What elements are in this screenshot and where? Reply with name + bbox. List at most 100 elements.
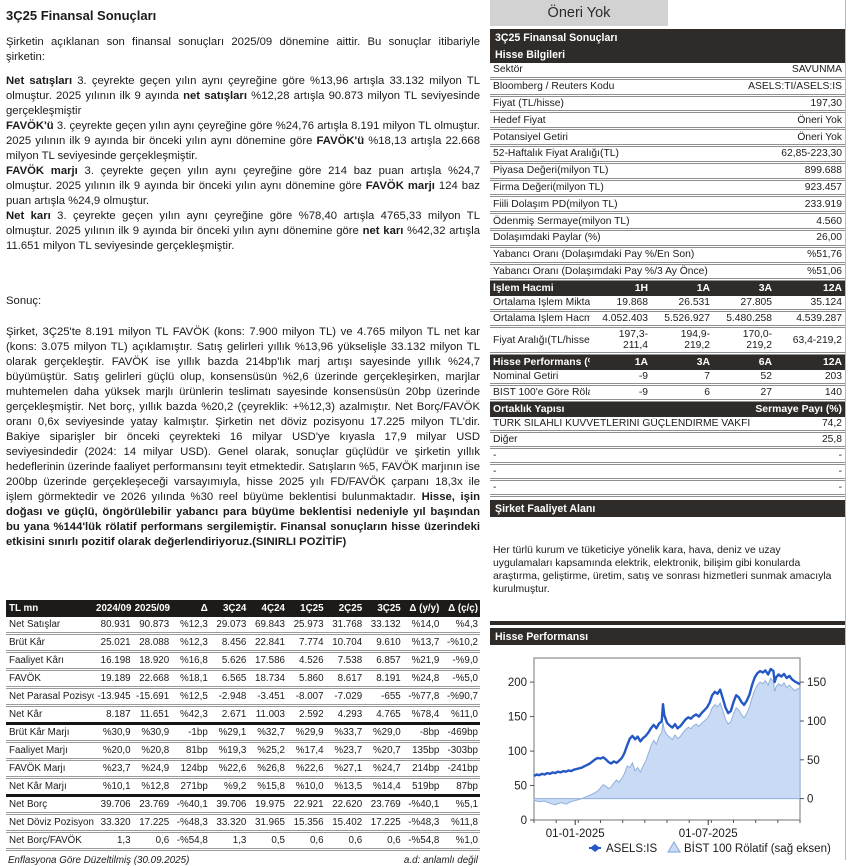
fin-cell: -%40,1 (171, 795, 210, 815)
volume-value: 170,0- 219,2 (742, 329, 772, 352)
stock-info-label: Fiyat (TL/hisse) (493, 97, 564, 109)
fin-table-row: Faaliyet Marjı %20,0 %20,8 81bp %19,3 %25,2 %1… (6, 741, 480, 761)
stock-info-row: Sektör SAVUNMA (490, 63, 845, 80)
fin-cell: 4.765 (364, 705, 403, 725)
fin-cell: %5,1 (441, 795, 480, 815)
fin-cell: 16.198 (94, 651, 133, 671)
stock-info-label: Sektör (493, 64, 523, 76)
stock-info-value: ASELS:TI/ASELS:IS (748, 81, 842, 93)
stock-summary-panel: Öneri Yok 3Ç25 Finansal Sonuçları Hisse … (490, 0, 846, 860)
section-divider (490, 621, 845, 626)
fin-row-label: Net Kâr (6, 705, 94, 725)
volume-value: 4.539.287 (796, 313, 842, 325)
fin-cell: %33,7 (325, 723, 365, 743)
fin-cell: 18.920 (132, 651, 172, 671)
fin-cell: -%40,1 (402, 795, 442, 815)
fin-cell: 271bp (171, 777, 210, 797)
fin-cell: -%5,0 (441, 669, 480, 689)
ownership-row: Diğer 25,8 (490, 433, 845, 450)
report-paragraph: FAVÖK'ü 3. çeyrekte geçen yılın aynı çey… (6, 120, 480, 162)
svg-text:50: 50 (514, 781, 527, 793)
performance-label: BIST 100'e Göre Rölatif Getiri (493, 387, 590, 399)
ownership-row: TÜRK SİLAHLI KUVVETLERİNİ GÜÇLENDİRME VA… (490, 417, 845, 434)
fin-cell: %22,6 (286, 759, 326, 779)
ownership-value: - (838, 482, 842, 494)
financials-table-section: TL mn 2024/09 2025/09 Δ 3Ç24 4Ç24 1Ç25 2Ç25 3Ç25… (6, 600, 480, 866)
stock-info-value: 923.457 (804, 181, 842, 193)
fin-cell: 11.003 (248, 705, 287, 725)
stock-info-row: Hedef Fiyat Öneri Yok (490, 113, 845, 131)
fin-cell: 4.293 (325, 705, 365, 725)
performance-header-cell: 6A (758, 357, 772, 369)
volume-value: 19.868 (616, 297, 649, 309)
fin-row-label: Faaliyet Kârı (6, 651, 94, 671)
asels-price-line (533, 668, 801, 778)
fin-row-label: Net Kâr Marjı (6, 777, 94, 797)
performance-value: 52 (760, 371, 772, 383)
fin-row-label: FAVÖK (6, 669, 94, 689)
fin-cell: %20,8 (132, 741, 172, 761)
svg-text:BİST 100 Rölatif (sağ eksen): BİST 100 Rölatif (sağ eksen) (684, 842, 831, 855)
panel-title: 3Ç25 Finansal Sonuçları (495, 32, 618, 44)
fin-cell: %20,0 (94, 741, 133, 761)
fin-cell: %11,0 (441, 705, 480, 725)
performance-chart: 0 50 100 150 200 0 50 100 150 01-01-2025 01-07-202… (490, 645, 845, 861)
performance-header-cell: Hisse Performans (%) (493, 357, 590, 369)
fin-cell: %1,0 (441, 831, 480, 851)
stock-info-label: 52-Haftalık Fiyat Aralığı(TL) (493, 148, 619, 160)
fin-cell: 0,6 (286, 831, 326, 851)
volume-value: 5.480.258 (726, 313, 772, 325)
fin-row-label: Brüt Kâr Marjı (6, 723, 94, 743)
fin-cell: 39.706 (209, 795, 249, 815)
fin-cell: 7.538 (325, 651, 365, 671)
volume-value: 27.805 (740, 297, 773, 309)
fin-cell: -13.945 (94, 687, 133, 707)
volume-header-cell: 1H (634, 283, 648, 295)
fin-col-header: 3Ç25 (364, 600, 403, 617)
footnote-inflation: Enflasyona Göre Düzeltilmiş (30.09.2025) (8, 855, 190, 866)
stock-info-label: Yabancı Oranı (Dolaşımdaki Pay %/3 Ay Ön… (493, 265, 708, 277)
report-paragraph: Net satışları 3. çeyrekte geçen yılın ay… (6, 75, 480, 117)
fin-cell: 6.857 (364, 651, 403, 671)
fin-cell: %16,8 (171, 651, 210, 671)
fin-col-header: 2Ç25 (325, 600, 365, 617)
fin-cell: -%9,0 (441, 651, 480, 671)
fin-cell: 25.973 (286, 617, 326, 635)
fin-cell: 31.768 (325, 617, 365, 635)
stock-info-label: Firma Değeri(milyon TL) (493, 181, 604, 193)
stock-info-label: Yabancı Oranı (Dolaşımdaki Pay %/En Son) (493, 249, 695, 261)
fin-cell: %17,4 (286, 741, 326, 761)
volume-header: İşlem Hacmi 1H 1A 3A 12A (490, 281, 845, 297)
performance-header: Hisse Performans (%) 1A 3A 6A 12A (490, 355, 845, 371)
report-text-column: 3Ç25 Finansal Sonuçları Şirketin açıklan… (6, 8, 480, 866)
stock-info-row: Yabancı Oranı (Dolaşımdaki Pay %/3 Ay Ön… (490, 265, 845, 282)
svg-text:200: 200 (508, 677, 527, 689)
fin-cell: %21,9 (402, 651, 442, 671)
ownership-label: - (493, 450, 497, 462)
fin-table-row: Brüt Kâr 25.021 28.088 %12,3 8.456 22.841 7.77… (6, 633, 480, 653)
chart-svg: 0 50 100 150 200 0 50 100 150 01-01-2025 01-07-202… (508, 657, 831, 855)
fin-cell: %12,5 (171, 687, 210, 707)
volume-value: 5.526.927 (664, 313, 710, 325)
fin-cell: -241bp (441, 759, 480, 779)
fin-cell: 33.132 (364, 617, 403, 635)
fin-table-header-row: TL mn 2024/09 2025/09 Δ 3Ç24 4Ç24 1Ç25 2Ç25 3Ç25… (6, 600, 480, 617)
chart-title: Hisse Performansı (495, 631, 589, 644)
fin-cell: 0,6 (364, 831, 403, 851)
tab-recommendation[interactable]: Öneri Yok (490, 0, 668, 26)
stock-info-label: Ödenmiş Sermaye(milyon TL) (493, 215, 630, 227)
ownership-row: -- (490, 465, 845, 482)
fin-cell: 2.671 (209, 705, 249, 725)
volume-row: Ortalama İşlem Hacmi (000 TL) 4.052.403 5.… (490, 312, 845, 329)
fin-cell: 8.617 (325, 669, 365, 689)
fin-cell: %15,8 (248, 777, 287, 797)
activity-text: Her türlü kurum ve tüketiciye yönelik ka… (493, 545, 832, 596)
fin-cell: %30,9 (94, 723, 133, 743)
ownership-label: - (493, 482, 497, 494)
fin-cell: 5.860 (286, 669, 326, 689)
stock-info-row: 52-Haftalık Fiyat Aralığı(TL) 62,85-223,3… (490, 147, 845, 164)
svg-text:100: 100 (807, 716, 826, 728)
fin-cell: 19.975 (248, 795, 287, 815)
performance-table: Hisse Performans (%) 1A 3A 6A 12A Nominal Get… (490, 355, 845, 403)
fin-table-row: FAVÖK 19.189 22.668 %18,1 6.565 18.734 5.860 8.… (6, 669, 480, 689)
